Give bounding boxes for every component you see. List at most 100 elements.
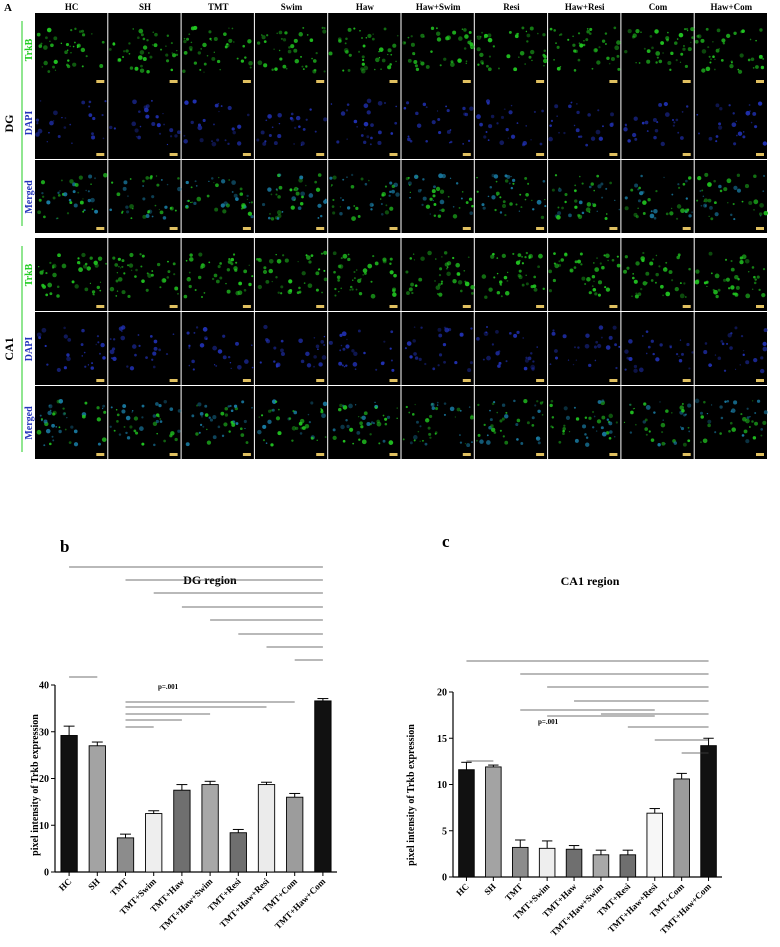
fluorescent-signal bbox=[169, 407, 174, 411]
fluorescent-signal bbox=[248, 60, 253, 66]
micrograph-tile bbox=[474, 86, 548, 159]
fluorescent-signal bbox=[310, 254, 314, 257]
fluorescent-signal bbox=[93, 260, 98, 266]
fluorescent-signal bbox=[616, 263, 621, 268]
fluorescent-signal bbox=[222, 334, 226, 338]
fluorescent-signal bbox=[317, 217, 320, 219]
fluorescent-signal bbox=[435, 31, 441, 36]
fluorescent-signal bbox=[548, 136, 553, 142]
fluorescent-signal bbox=[258, 416, 260, 418]
fluorescent-signal bbox=[405, 405, 408, 409]
fluorescent-signal bbox=[133, 429, 137, 433]
fluorescent-signal bbox=[37, 128, 43, 134]
fluorescent-signal bbox=[158, 132, 162, 135]
fluorescent-signal bbox=[537, 265, 541, 269]
fluorescent-signal bbox=[352, 362, 358, 367]
fluorescent-signal bbox=[730, 285, 735, 290]
fluorescent-signal bbox=[632, 273, 634, 275]
fluorescent-signal bbox=[646, 59, 651, 64]
fluorescent-signal bbox=[115, 408, 118, 411]
fluorescent-signal bbox=[701, 189, 704, 192]
bar bbox=[485, 766, 502, 878]
fluorescent-signal bbox=[227, 405, 230, 408]
scale-bar bbox=[462, 379, 471, 382]
scale-bar bbox=[242, 453, 251, 456]
fluorescent-signal bbox=[701, 68, 706, 73]
fluorescent-signal bbox=[135, 136, 138, 138]
fluorescent-signal bbox=[498, 67, 500, 70]
fluorescent-signal bbox=[156, 116, 159, 119]
fluorescent-signal bbox=[323, 199, 328, 204]
tile-background bbox=[474, 86, 548, 159]
chart-b-ylabel: pixel intensity of Trkb expression bbox=[30, 714, 41, 856]
fluorescent-signal bbox=[43, 444, 46, 447]
fluorescent-signal bbox=[64, 50, 68, 55]
fluorescent-signal bbox=[564, 200, 567, 204]
fluorescent-signal bbox=[656, 121, 659, 124]
micrograph-tile bbox=[254, 312, 328, 385]
fluorescent-signal bbox=[413, 60, 418, 64]
fluorescent-signal bbox=[96, 285, 101, 290]
fluorescent-signal bbox=[533, 110, 536, 114]
fluorescent-signal bbox=[256, 138, 260, 142]
fluorescent-signal bbox=[573, 69, 577, 72]
bar bbox=[511, 846, 529, 878]
fluorescent-signal bbox=[268, 134, 272, 138]
fluorescent-signal bbox=[442, 342, 447, 347]
fluorescent-signal bbox=[469, 44, 475, 50]
fluorescent-signal bbox=[729, 63, 734, 69]
micrograph-panel-a: A HC SH TMT Swim Haw Haw+Swim Resi Haw+Resi Com H… bbox=[2, 2, 769, 459]
fluorescent-signal bbox=[339, 206, 342, 208]
fluorescent-signal bbox=[450, 60, 454, 64]
fluorescent-signal bbox=[186, 277, 192, 282]
fluorescent-signal bbox=[443, 57, 447, 61]
fluorescent-signal bbox=[684, 296, 687, 298]
fluorescent-signal bbox=[341, 331, 347, 337]
fluorescent-signal bbox=[526, 33, 531, 38]
fluorescent-signal bbox=[92, 293, 95, 296]
fluorescent-signal bbox=[142, 197, 146, 201]
fluorescent-signal bbox=[370, 123, 374, 127]
fluorescent-signal bbox=[578, 200, 583, 205]
fluorescent-signal bbox=[320, 409, 324, 412]
fluorescent-signal bbox=[212, 415, 217, 420]
fluorescent-signal bbox=[295, 191, 300, 196]
fluorescent-signal bbox=[665, 36, 670, 41]
fluorescent-signal bbox=[574, 205, 578, 209]
fluorescent-signal bbox=[760, 356, 764, 360]
fluorescent-signal bbox=[645, 405, 651, 410]
fluorescent-signal bbox=[142, 179, 145, 183]
fluorescent-signal bbox=[588, 211, 591, 214]
fluorescent-signal bbox=[749, 416, 751, 418]
fluorescent-signal bbox=[455, 182, 459, 185]
tile-background bbox=[108, 238, 181, 311]
fluorescent-signal bbox=[374, 261, 379, 266]
tile-background bbox=[181, 386, 254, 459]
fluorescent-signal bbox=[674, 41, 678, 45]
fluorescent-signal bbox=[676, 255, 680, 260]
fluorescent-signal bbox=[99, 281, 102, 283]
fluorescent-signal bbox=[94, 263, 99, 268]
fluorescent-signal bbox=[677, 183, 680, 186]
fluorescent-signal bbox=[735, 120, 737, 123]
fluorescent-signal bbox=[46, 200, 51, 205]
fluorescent-signal bbox=[602, 125, 604, 128]
fluorescent-signal bbox=[46, 363, 49, 366]
fluorescent-signal bbox=[328, 51, 333, 56]
fluorescent-signal bbox=[225, 43, 230, 48]
micrograph-tile bbox=[181, 13, 254, 86]
fluorescent-signal bbox=[435, 186, 441, 192]
fluorescent-signal bbox=[368, 179, 370, 182]
fluorescent-signal bbox=[35, 132, 40, 137]
fluorescent-signal bbox=[687, 439, 691, 443]
scale-bar bbox=[389, 80, 398, 83]
scale-bar bbox=[536, 379, 545, 382]
fluorescent-signal bbox=[633, 279, 638, 284]
column-header: TMT bbox=[208, 2, 229, 12]
fluorescent-signal bbox=[495, 330, 499, 334]
fluorescent-signal bbox=[613, 435, 616, 438]
fluorescent-signal bbox=[292, 410, 295, 413]
fluorescent-signal bbox=[469, 415, 474, 420]
fluorescent-signal bbox=[655, 51, 661, 56]
fluorescent-signal bbox=[616, 40, 621, 45]
